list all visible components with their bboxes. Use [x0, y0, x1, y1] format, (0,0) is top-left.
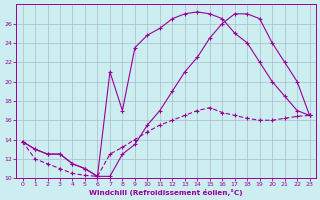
X-axis label: Windchill (Refroidissement éolien,°C): Windchill (Refroidissement éolien,°C): [89, 189, 243, 196]
